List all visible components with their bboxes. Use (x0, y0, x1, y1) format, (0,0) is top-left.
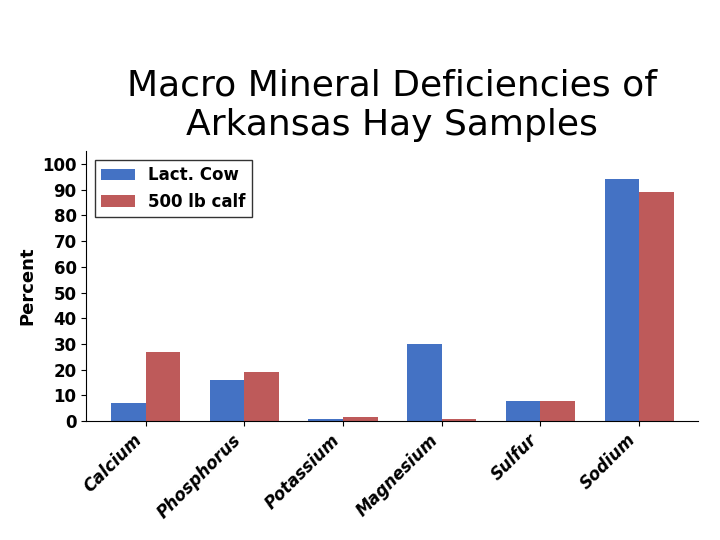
Bar (145, 352, 180, 421)
Bar (639, 192, 674, 421)
Bar (605, 179, 639, 421)
Bar (506, 401, 541, 421)
Bar (442, 418, 477, 421)
Legend: Lact. Cow, 500 lb calf: Lact. Cow, 500 lb calf (95, 159, 252, 217)
Bar (343, 417, 377, 421)
Y-axis label: Percent: Percent (19, 247, 37, 326)
Title: Macro Mineral Deficiencies of
Arkansas Hay Samples: Macro Mineral Deficiencies of Arkansas H… (127, 68, 657, 141)
Bar (408, 344, 442, 421)
Bar (111, 403, 145, 421)
Bar (308, 418, 343, 421)
Bar (244, 373, 279, 421)
Bar (210, 380, 244, 421)
Bar (541, 401, 575, 421)
